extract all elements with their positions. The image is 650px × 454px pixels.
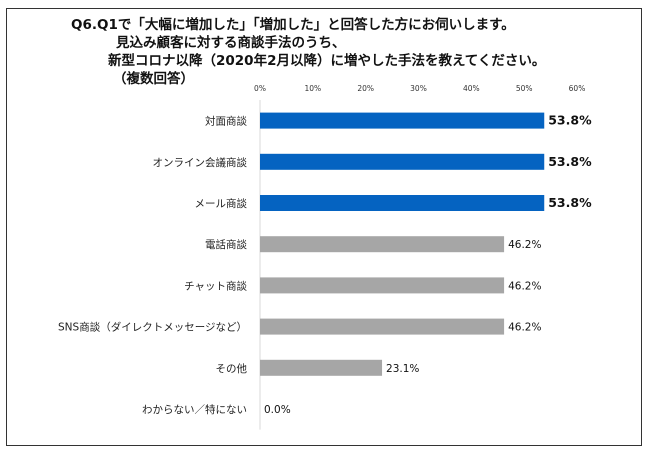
x-axis-ticks: 0% 10% 20% 30% 40% 50% 60% xyxy=(254,84,585,93)
question-line-1: Q6.Q1で「大幅に増加した」「増加した」と回答した方にお伺いします。 xyxy=(71,17,515,33)
value-label: 46.2% xyxy=(508,322,541,334)
value-label: 46.2% xyxy=(508,239,541,251)
question-line-4: （複数回答） xyxy=(113,71,194,87)
bars-group xyxy=(260,112,545,376)
x-tick-label: 30% xyxy=(410,84,427,93)
category-label: その他 xyxy=(216,362,248,375)
x-tick-label: 40% xyxy=(463,84,480,93)
question-line-2: 見込み顧客に対する商談手法のうち、 xyxy=(116,35,346,51)
x-tick-label: 60% xyxy=(569,84,586,93)
question-line-3: 新型コロナ以降（2020年2月以降）に増やした手法を教えてください。 xyxy=(108,53,546,69)
bar xyxy=(260,112,545,129)
x-tick-label: 50% xyxy=(516,84,533,93)
category-label: SNS商談（ダイレクトメッセージなど） xyxy=(58,321,247,334)
category-label: わからない／特にない xyxy=(142,404,247,416)
bar xyxy=(260,318,505,335)
value-label: 0.0% xyxy=(264,404,291,416)
value-label: 53.8% xyxy=(548,195,592,210)
value-label: 46.2% xyxy=(508,280,541,292)
category-label: チャット商談 xyxy=(184,279,247,292)
bar xyxy=(260,359,383,376)
value-label: 53.8% xyxy=(548,154,592,169)
bar xyxy=(260,277,505,294)
category-label: 対面商談 xyxy=(205,115,247,128)
category-label: オンライン会議商談 xyxy=(153,156,248,169)
category-label: 電話商談 xyxy=(205,238,247,251)
bar xyxy=(260,153,545,170)
value-label: 23.1% xyxy=(386,363,419,375)
x-tick-label: 10% xyxy=(304,84,321,93)
x-tick-label: 0% xyxy=(254,84,266,93)
category-label: メール商談 xyxy=(195,197,248,210)
value-labels: 53.8% 53.8% 53.8% 46.2% 46.2% 46.2% 23.1% 0.0% xyxy=(264,113,592,416)
bar xyxy=(260,236,505,253)
x-tick-label: 20% xyxy=(357,84,374,93)
bar xyxy=(260,195,545,211)
value-label: 53.8% xyxy=(548,113,592,128)
